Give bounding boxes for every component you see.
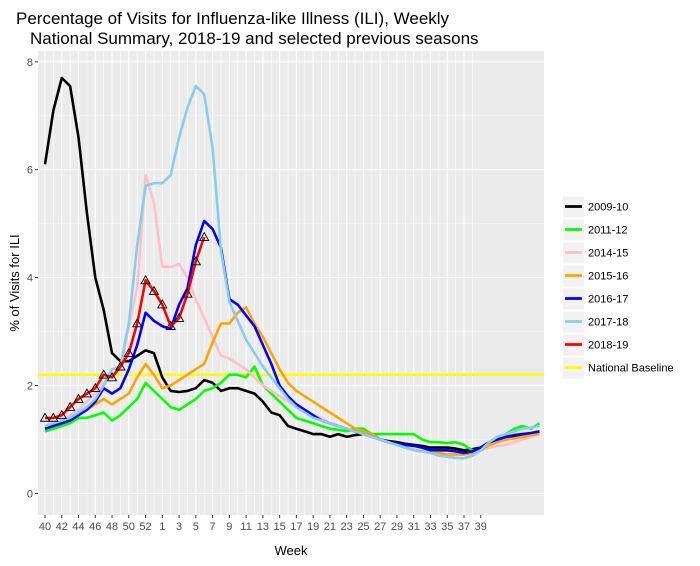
x-axis-title: Week xyxy=(275,543,308,558)
x-tick-label: 21 xyxy=(324,521,336,533)
x-tick-label: 11 xyxy=(240,521,251,533)
data-point-marker xyxy=(39,412,51,422)
x-tick-label: 13 xyxy=(257,521,269,533)
x-tick-label: 27 xyxy=(374,521,386,533)
series-line-2015-16 xyxy=(44,305,540,456)
legend-label: 2011-12 xyxy=(588,225,628,237)
series-line-2016-17 xyxy=(44,219,540,455)
x-tick-label: 5 xyxy=(193,521,199,533)
x-tick-label: 19 xyxy=(307,521,319,533)
series-line-2009-10 xyxy=(43,76,540,452)
data-point-marker xyxy=(131,318,143,328)
data-point-marker xyxy=(98,369,109,379)
data-point-marker xyxy=(106,372,118,382)
legend-label: National Baseline xyxy=(588,363,674,375)
x-tick-label: 3 xyxy=(176,521,182,533)
x-tick-label: 46 xyxy=(89,521,101,533)
y-axis: 0 2 4 6 8 xyxy=(27,57,38,500)
x-tick-label: 1 xyxy=(159,521,165,533)
legend-label: 2018-19 xyxy=(588,340,628,352)
legend-label: 2016-17 xyxy=(588,294,628,306)
y-tick-label: 0 xyxy=(27,488,33,500)
x-tick-label: 42 xyxy=(56,521,68,533)
x-tick-label: 17 xyxy=(290,521,302,533)
legend-label: 2014-15 xyxy=(588,248,628,260)
x-tick-label: 48 xyxy=(106,521,118,533)
y-tick-label: 4 xyxy=(27,273,33,285)
x-tick-label: 44 xyxy=(72,521,84,533)
legend-label: 2015-16 xyxy=(588,271,628,283)
data-point-marker xyxy=(115,361,126,371)
series-line-2017-18 xyxy=(44,84,540,460)
marker-layer xyxy=(39,231,210,422)
data-point-marker xyxy=(81,388,93,398)
data-point-marker xyxy=(182,288,193,298)
data-point-marker xyxy=(90,382,101,393)
x-tick-label: 35 xyxy=(441,521,453,533)
x-tick-label: 29 xyxy=(391,521,403,533)
data-point-marker xyxy=(48,412,59,422)
x-tick-label: 7 xyxy=(210,521,216,533)
data-point-marker xyxy=(140,274,151,285)
x-tick-label: 37 xyxy=(458,521,470,533)
chart-title-line-1: Percentage of Visits for Influenza-like … xyxy=(16,9,450,28)
data-point-marker xyxy=(148,285,160,295)
data-point-marker xyxy=(165,320,176,330)
data-point-marker xyxy=(64,401,76,411)
chart-title-line-2: National Summary, 2018-19 and selected p… xyxy=(30,29,479,48)
x-axis: 40 42 44 46 48 50 52 1 3 5 7 9 11 13 15 17 19 21 23 25 27 29 3… xyxy=(39,515,487,533)
data-point-marker xyxy=(190,256,202,266)
y-axis-title: % of Visits for ILI xyxy=(7,234,22,331)
y-tick-label: 6 xyxy=(27,165,33,177)
legend-label: 2017-18 xyxy=(588,317,628,329)
data-point-marker xyxy=(173,312,185,322)
x-tick-label: 52 xyxy=(139,521,151,533)
y-tick-label: 2 xyxy=(27,381,33,393)
data-point-marker xyxy=(157,299,168,309)
series-line-2011-12 xyxy=(44,365,541,452)
data-point-marker xyxy=(56,409,68,420)
x-tick-label: 33 xyxy=(424,521,436,533)
x-tick-label: 31 xyxy=(408,521,420,533)
data-point-marker xyxy=(198,231,210,241)
x-tick-label: 50 xyxy=(123,521,135,533)
data-point-marker xyxy=(73,393,84,403)
x-tick-label: 15 xyxy=(274,521,286,533)
data-point-marker xyxy=(123,347,135,357)
x-tick-label: 25 xyxy=(357,521,369,533)
x-tick-label: 9 xyxy=(226,521,232,533)
y-tick-label: 8 xyxy=(27,57,33,69)
x-tick-label: 40 xyxy=(39,521,51,533)
x-tick-label: 23 xyxy=(341,521,353,533)
x-tick-label: 39 xyxy=(475,521,487,533)
plot-panel xyxy=(38,51,544,515)
legend: 2009-10 2011-12 2014-15 2015-16 2016-17 2017-… xyxy=(561,194,689,382)
legend-label: 2009-10 xyxy=(588,202,628,214)
